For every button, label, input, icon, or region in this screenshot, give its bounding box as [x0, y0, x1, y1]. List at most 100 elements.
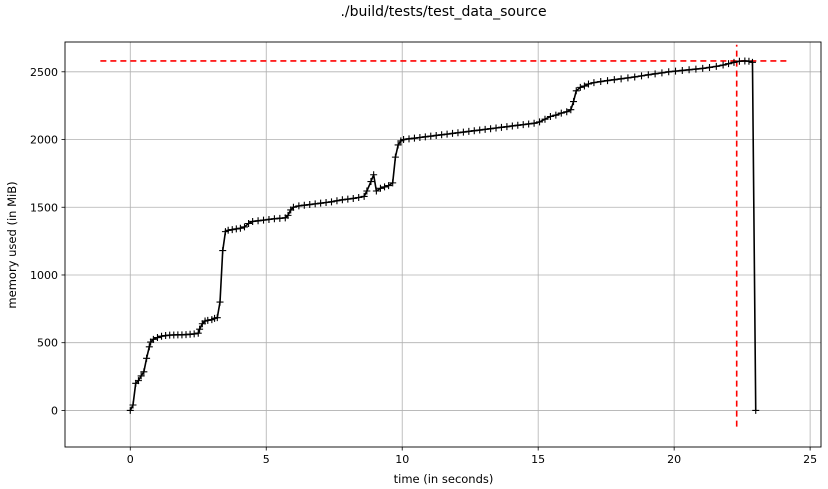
y-tick-label: 0 — [51, 404, 58, 417]
data-point-marker — [284, 211, 292, 219]
data-point-marker — [254, 217, 262, 225]
data-point-marker — [344, 195, 352, 203]
data-point-marker — [216, 298, 224, 306]
data-point-marker — [421, 133, 429, 141]
data-point-marker — [317, 199, 325, 207]
data-point-marker — [449, 129, 457, 137]
data-point-marker — [376, 184, 384, 192]
data-point-marker — [427, 132, 435, 140]
data-point-marker — [584, 80, 592, 88]
data-point-marker — [228, 226, 236, 234]
data-point-marker — [638, 72, 646, 80]
data-point-marker — [140, 368, 148, 376]
x-tick-label: 25 — [803, 453, 817, 466]
data-point-marker — [658, 69, 666, 77]
data-point-marker — [322, 199, 330, 207]
data-point-marker — [143, 354, 151, 362]
data-point-marker — [465, 127, 473, 135]
data-point-marker — [240, 223, 248, 231]
data-point-marker — [604, 77, 612, 85]
data-point-marker — [149, 335, 157, 343]
data-point-marker — [196, 325, 204, 333]
x-tick-label: 0 — [127, 453, 134, 466]
data-point-marker — [692, 65, 700, 73]
data-point-marker — [145, 343, 153, 351]
data-point-marker — [745, 57, 753, 65]
data-point-marker — [381, 183, 389, 191]
data-point-marker — [134, 377, 142, 385]
data-point-marker — [194, 329, 202, 337]
data-point-marker — [416, 133, 424, 141]
data-point-marker — [363, 187, 371, 195]
series-line — [129, 60, 757, 411]
data-point-marker — [508, 122, 516, 130]
data-point-marker — [525, 120, 533, 128]
data-point-marker — [699, 64, 707, 72]
data-point-marker — [338, 196, 346, 204]
axis-ticks: 0 5 10 15 20 25 0 500 1000 1500 2000 2500 — [30, 66, 817, 466]
data-point-marker — [137, 372, 145, 380]
data-point-marker — [311, 200, 319, 208]
data-point-marker — [306, 201, 314, 209]
data-point-marker — [333, 197, 341, 205]
data-point-marker — [260, 216, 268, 224]
data-point-marker — [432, 131, 440, 139]
data-point-marker — [129, 401, 137, 409]
data-point-marker — [748, 58, 756, 66]
data-point-marker — [617, 75, 625, 83]
data-point-marker — [624, 74, 632, 82]
y-tick-label: 2500 — [30, 66, 58, 79]
y-tick-label: 1000 — [30, 269, 58, 282]
data-point-marker — [576, 83, 584, 91]
data-point-marker — [665, 68, 673, 76]
data-point-marker — [610, 76, 618, 84]
data-point-marker — [487, 125, 495, 133]
data-point-marker — [385, 182, 393, 190]
data-point-marker — [685, 66, 693, 74]
data-point-marker — [706, 63, 714, 71]
x-axis-label: time (in seconds) — [394, 472, 494, 486]
data-point-marker — [370, 171, 378, 179]
data-point-marker — [367, 178, 375, 186]
data-point-marker — [360, 192, 368, 200]
data-point-marker — [546, 112, 554, 120]
data-point-marker — [570, 98, 578, 106]
data-point-marker — [519, 121, 527, 129]
data-point-marker — [295, 202, 303, 210]
data-point-marker — [153, 334, 161, 342]
data-point-marker — [328, 198, 336, 206]
data-point-marker — [503, 123, 511, 131]
data-point-marker — [557, 109, 565, 117]
data-point-marker — [476, 126, 484, 134]
data-point-marker — [236, 224, 244, 232]
data-point-marker — [672, 67, 680, 75]
data-point-marker — [454, 129, 462, 137]
data-point-marker — [752, 406, 760, 414]
data-point-marker — [219, 247, 227, 255]
data-point-marker — [552, 111, 560, 119]
data-point-marker — [443, 130, 451, 138]
data-point-marker — [530, 119, 538, 127]
data-point-marker — [289, 203, 297, 211]
chart-title: ./build/tests/test_data_source — [340, 4, 546, 20]
max-memory-markers — [100, 44, 789, 427]
data-point-marker — [712, 62, 720, 70]
data-point-marker — [644, 71, 652, 79]
data-point-marker — [410, 134, 418, 142]
data-point-marker — [730, 58, 738, 66]
y-tick-label: 2000 — [30, 134, 58, 147]
data-point-marker — [213, 314, 221, 322]
data-point-marker — [405, 135, 413, 143]
data-point-marker — [249, 217, 257, 225]
grid-lines — [65, 42, 821, 447]
data-point-marker — [651, 70, 659, 78]
data-point-marker — [391, 153, 399, 161]
data-point-marker — [372, 187, 380, 195]
data-point-marker — [300, 201, 308, 209]
data-point-marker — [678, 66, 686, 74]
data-point-marker — [567, 106, 575, 114]
data-point-marker — [355, 193, 363, 201]
data-point-marker — [541, 115, 549, 123]
data-point-marker — [158, 332, 166, 340]
